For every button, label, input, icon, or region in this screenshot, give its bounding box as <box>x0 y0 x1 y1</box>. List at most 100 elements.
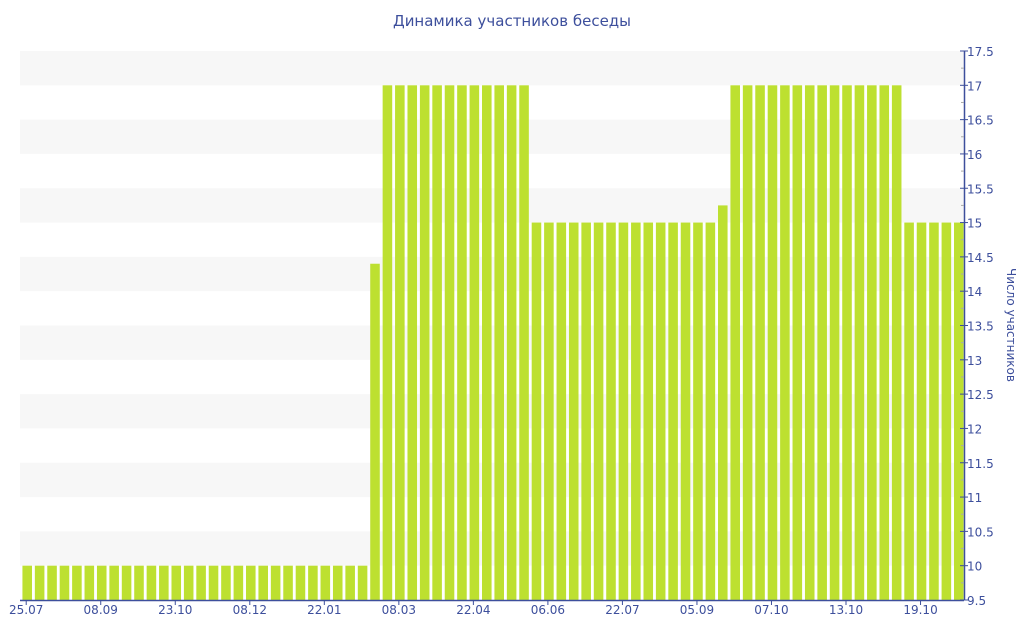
x-tick-label: 08.12 <box>233 603 267 617</box>
y-tick-label: 11 <box>967 491 982 505</box>
bar <box>320 565 331 600</box>
bar <box>395 85 405 600</box>
y-tick-label: 17.5 <box>967 45 994 59</box>
bar <box>22 565 32 600</box>
bar <box>767 85 778 600</box>
bar <box>419 85 430 600</box>
bar <box>817 85 827 600</box>
bar <box>506 85 517 600</box>
bar <box>47 565 57 600</box>
bar <box>867 85 877 600</box>
bar <box>258 565 268 600</box>
bar <box>146 565 157 600</box>
y-tick-label: 13 <box>967 354 982 368</box>
bar <box>96 565 107 600</box>
x-tick-label: 22.01 <box>307 603 341 617</box>
y-tick-label: 15.5 <box>967 182 994 196</box>
bar <box>581 222 591 600</box>
bar <box>891 85 902 600</box>
bar <box>482 85 492 600</box>
x-tick-label: 06.06 <box>531 603 565 617</box>
bar <box>246 565 256 600</box>
bar <box>643 222 654 600</box>
bar <box>444 85 455 600</box>
bar <box>606 222 616 600</box>
bar <box>121 565 132 600</box>
x-tick-label: 08.03 <box>382 603 416 617</box>
bar <box>270 565 281 600</box>
bar <box>842 85 852 600</box>
bar <box>668 222 678 600</box>
bar <box>221 565 231 600</box>
grid-band <box>20 51 964 86</box>
bar <box>531 222 542 600</box>
bar <box>370 263 380 600</box>
x-tick-label: 05.09 <box>680 603 714 617</box>
x-tick-label: 07.10 <box>754 603 788 617</box>
bar <box>494 85 504 600</box>
bar <box>879 85 890 600</box>
bar <box>159 565 169 600</box>
bar <box>556 222 567 600</box>
y-tick-label: 10.5 <box>967 525 994 539</box>
bar <box>208 565 219 600</box>
bar <box>295 565 306 600</box>
y-tick-label: 15 <box>967 217 982 231</box>
bar <box>730 85 740 600</box>
y-tick-label: 10 <box>967 560 982 574</box>
bar <box>742 85 753 600</box>
bar <box>904 222 914 600</box>
bar <box>929 222 939 600</box>
bar <box>283 565 293 600</box>
bar <box>804 85 815 600</box>
bar <box>183 565 194 600</box>
y-tick-label: 9.5 <box>967 594 986 608</box>
bar <box>345 565 355 600</box>
y-tick-label: 17 <box>967 79 982 93</box>
bar <box>618 222 629 600</box>
bar <box>233 565 244 600</box>
bar <box>432 85 442 600</box>
bar <box>854 85 865 600</box>
x-tick-label: 22.04 <box>456 603 490 617</box>
bar <box>544 222 554 600</box>
y-tick-label: 12.5 <box>967 388 994 402</box>
bar <box>84 565 95 600</box>
x-tick-label: 23.10 <box>158 603 192 617</box>
bar <box>171 565 182 600</box>
y-tick-label: 16 <box>967 148 982 162</box>
y-tick-label: 13.5 <box>967 320 994 334</box>
x-tick-label: 19.10 <box>903 603 937 617</box>
x-tick-label: 08.09 <box>84 603 118 617</box>
x-tick-label: 13.10 <box>829 603 863 617</box>
y-tick-label: 11.5 <box>967 457 994 471</box>
bar <box>705 222 716 600</box>
bar <box>382 85 393 600</box>
bar <box>72 565 82 600</box>
bar <box>593 222 604 600</box>
bar <box>655 222 666 600</box>
bar <box>829 85 840 600</box>
bar <box>519 85 529 600</box>
y-tick-label: 16.5 <box>967 114 994 128</box>
bar <box>457 85 467 600</box>
bar <box>59 565 70 600</box>
bar <box>109 565 119 600</box>
bar <box>332 565 343 600</box>
y-tick-label: 12 <box>967 422 982 436</box>
chart-title: Динамика участников беседы <box>392 12 632 30</box>
bar <box>134 565 144 600</box>
y-tick-label: 14 <box>967 285 982 299</box>
x-tick-label: 25.07 <box>9 603 43 617</box>
bar <box>693 222 703 600</box>
bar <box>308 565 318 600</box>
bar <box>469 85 480 600</box>
bar <box>916 222 927 600</box>
bar <box>792 85 803 600</box>
bar <box>357 565 368 600</box>
bar <box>941 222 952 600</box>
bar <box>718 205 728 600</box>
bar <box>631 222 641 600</box>
bar <box>755 85 765 600</box>
